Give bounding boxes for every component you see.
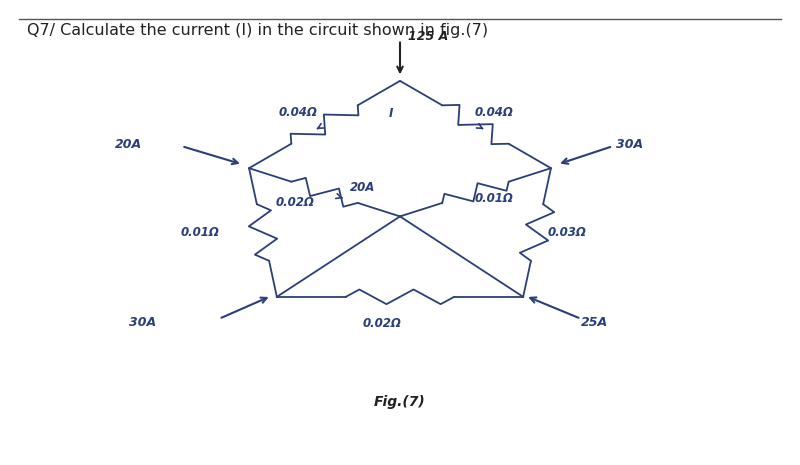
Text: 0.03Ω: 0.03Ω: [547, 226, 586, 239]
Text: Fig.(7): Fig.(7): [374, 396, 426, 410]
Text: 30A: 30A: [129, 316, 156, 329]
Text: 0.01Ω: 0.01Ω: [474, 192, 513, 205]
Text: Q7/ Calculate the current (I) in the circuit shown in fig.(7): Q7/ Calculate the current (I) in the cir…: [26, 23, 488, 39]
Text: 0.02Ω: 0.02Ω: [276, 196, 314, 209]
Text: 125 A: 125 A: [408, 30, 448, 43]
Text: I: I: [388, 106, 393, 120]
Text: 20A: 20A: [114, 138, 142, 151]
Text: 0.02Ω: 0.02Ω: [362, 317, 401, 330]
Text: 0.01Ω: 0.01Ω: [180, 226, 219, 239]
Text: 0.04Ω: 0.04Ω: [279, 106, 318, 119]
Text: 0.04Ω: 0.04Ω: [474, 106, 513, 119]
Text: 20A: 20A: [350, 181, 375, 194]
Text: 25A: 25A: [581, 316, 608, 329]
Text: 30A: 30A: [616, 138, 643, 151]
